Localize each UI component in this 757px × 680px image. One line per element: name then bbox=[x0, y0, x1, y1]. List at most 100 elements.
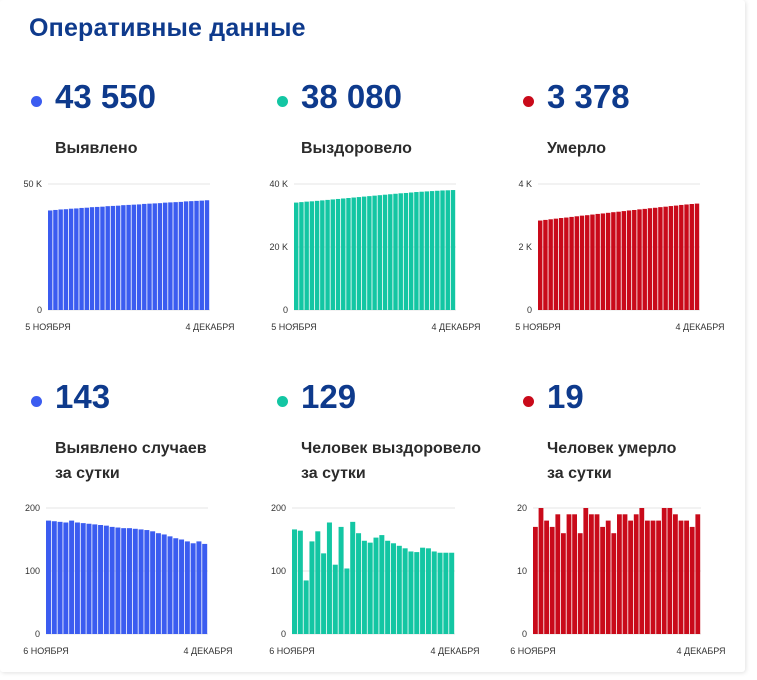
bar bbox=[303, 580, 309, 634]
bar bbox=[435, 190, 440, 310]
bar bbox=[184, 541, 190, 634]
daily-recovered-value: 129 bbox=[301, 378, 357, 415]
x-start-label: 6 НОЯБРЯ bbox=[269, 646, 315, 656]
bar bbox=[425, 548, 431, 634]
bar bbox=[398, 193, 403, 310]
bar bbox=[115, 527, 121, 634]
x-end-label: 4 ДЕКАБРЯ bbox=[675, 322, 724, 332]
bar bbox=[572, 514, 577, 634]
bar bbox=[626, 210, 632, 310]
x-start-label: 6 НОЯБРЯ bbox=[510, 646, 556, 656]
bar bbox=[152, 203, 157, 310]
bar bbox=[420, 547, 426, 634]
daily-recovered-dot-icon bbox=[277, 396, 288, 407]
bar bbox=[628, 520, 633, 634]
bar bbox=[46, 520, 51, 634]
bar bbox=[440, 190, 445, 310]
bar bbox=[684, 520, 689, 634]
bar bbox=[68, 208, 74, 310]
bar bbox=[173, 538, 179, 634]
x-end-label: 4 ДЕКАБРЯ bbox=[185, 322, 234, 332]
bar bbox=[443, 552, 449, 634]
bar bbox=[637, 209, 642, 310]
y-tick-label: 0 bbox=[35, 629, 40, 639]
bar bbox=[144, 530, 150, 634]
deaths-chart: 4 K 2 K 0 5 НОЯБРЯ 4 ДЕКАБРЯ bbox=[515, 179, 724, 332]
bar bbox=[202, 543, 208, 634]
y-tick-label: 10 bbox=[517, 566, 527, 576]
bar bbox=[100, 206, 105, 310]
y-tick-label: 20 K bbox=[269, 242, 288, 252]
bar bbox=[553, 218, 559, 310]
bar bbox=[121, 528, 127, 634]
bar bbox=[414, 552, 420, 634]
bar bbox=[162, 202, 168, 310]
bar bbox=[190, 543, 196, 634]
bar bbox=[533, 526, 538, 634]
bar bbox=[673, 205, 679, 310]
bar bbox=[577, 533, 583, 634]
bar bbox=[325, 199, 330, 310]
bar bbox=[341, 198, 346, 310]
x-end-label: 4 ДЕКАБРЯ bbox=[431, 322, 480, 332]
y-tick-label: 20 bbox=[517, 503, 527, 513]
bar bbox=[179, 539, 185, 634]
bar bbox=[605, 520, 611, 634]
bar bbox=[86, 523, 92, 634]
bar bbox=[558, 218, 564, 310]
bar bbox=[639, 508, 645, 634]
bar bbox=[173, 202, 178, 310]
bar bbox=[292, 529, 298, 634]
bar bbox=[564, 217, 569, 310]
daily-recovered-chart: 200 100 0 6 НОЯБРЯ 4 ДЕКАБРЯ bbox=[269, 503, 479, 656]
daily-detected-dot-icon bbox=[31, 396, 42, 407]
bar bbox=[63, 209, 69, 310]
bar bbox=[53, 209, 58, 310]
bar bbox=[74, 208, 79, 310]
bar bbox=[678, 520, 684, 634]
bar bbox=[667, 508, 673, 634]
bar bbox=[594, 514, 600, 634]
bar bbox=[103, 525, 109, 634]
bar bbox=[379, 535, 385, 634]
bar bbox=[661, 508, 667, 634]
panel-daily-detected: 143 Выявлено случаев за сутки bbox=[31, 374, 271, 674]
detected-value: 43 550 bbox=[55, 78, 156, 115]
bar bbox=[555, 514, 561, 634]
y-tick-label: 0 bbox=[283, 305, 288, 315]
bar bbox=[147, 203, 152, 310]
bar bbox=[132, 528, 138, 634]
operational-data-card: Оперативные данные 43 550 Выявлено 38 08… bbox=[23, 14, 726, 674]
bar bbox=[647, 208, 653, 310]
y-tick-label: 100 bbox=[271, 566, 286, 576]
bar bbox=[57, 521, 63, 634]
bar bbox=[419, 191, 424, 310]
bar bbox=[633, 514, 639, 634]
bar bbox=[204, 200, 210, 310]
recovered-chart: 40 K 20 K 0 5 НОЯБРЯ 4 ДЕКАБРЯ bbox=[269, 179, 480, 332]
bar bbox=[157, 203, 163, 310]
bar bbox=[663, 206, 668, 310]
bar bbox=[385, 540, 391, 634]
y-tick-label: 40 K bbox=[269, 179, 288, 189]
bar bbox=[403, 192, 409, 310]
detected-label: Выявлено bbox=[55, 140, 138, 157]
bar bbox=[538, 508, 544, 634]
bar bbox=[372, 195, 377, 310]
bar bbox=[98, 525, 104, 634]
bar bbox=[429, 191, 435, 310]
bar bbox=[538, 220, 543, 310]
bar bbox=[388, 194, 393, 310]
bar bbox=[161, 534, 167, 634]
bar bbox=[304, 201, 309, 310]
bar bbox=[178, 201, 184, 310]
bar bbox=[131, 204, 137, 310]
y-tick-label: 200 bbox=[25, 503, 40, 513]
x-start-label: 5 НОЯБРЯ bbox=[25, 322, 71, 332]
y-tick-label: 100 bbox=[25, 566, 40, 576]
bar bbox=[115, 205, 121, 310]
bar bbox=[126, 204, 131, 310]
bar bbox=[437, 552, 443, 634]
y-tick-label: 0 bbox=[527, 305, 532, 315]
bar bbox=[377, 195, 383, 310]
